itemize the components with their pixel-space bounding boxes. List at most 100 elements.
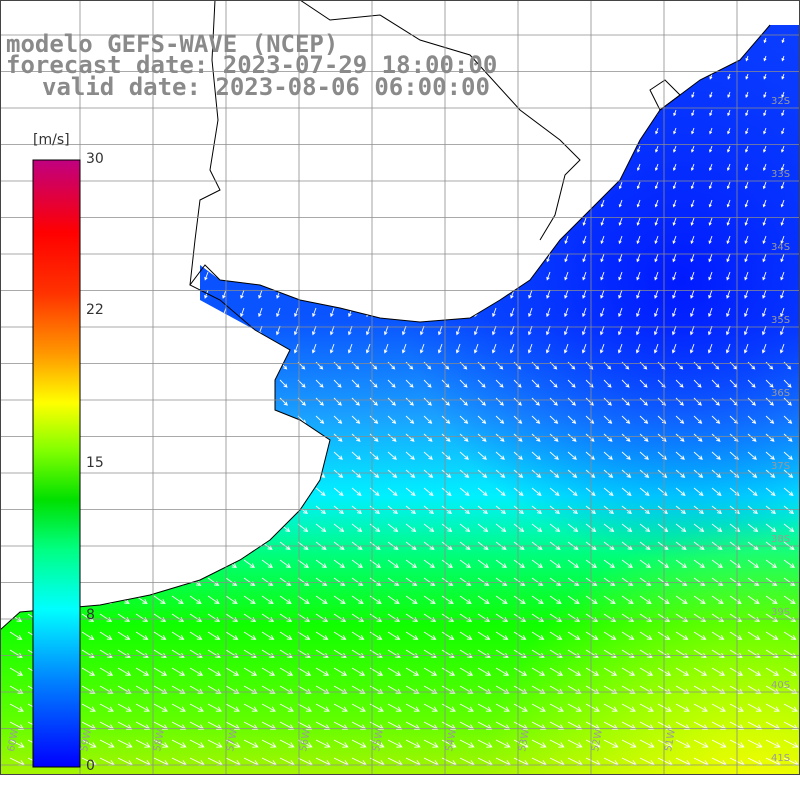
wind-arrow (495, 379, 504, 388)
wind-arrow (387, 631, 401, 640)
wind-arrow (221, 343, 227, 354)
wind-arrow (709, 127, 713, 135)
wind-arrow (312, 163, 317, 172)
wind-arrow (603, 415, 613, 424)
wind-arrow (636, 235, 641, 245)
wind-arrow (603, 649, 617, 658)
wind-arrow (366, 253, 371, 263)
wind-arrow (693, 415, 703, 424)
wind-arrow (367, 127, 371, 135)
wind-arrow (150, 307, 155, 318)
wind-arrow (7, 145, 11, 153)
wind-arrow (690, 217, 695, 226)
wind-arrow (639, 523, 651, 533)
wind-arrow (783, 721, 799, 730)
wind-arrow (297, 739, 313, 748)
wind-arrow (207, 703, 222, 712)
wind-arrow (333, 451, 343, 460)
wind-arrow (782, 20, 784, 24)
wind-arrow (387, 487, 398, 496)
wind-arrow (153, 667, 168, 676)
wind-arrow (243, 361, 252, 370)
wind-arrow (114, 289, 119, 299)
wind-arrow (312, 217, 317, 226)
wind-arrow (275, 343, 281, 354)
wind-arrow (690, 289, 695, 299)
wind-arrow (510, 235, 515, 245)
wind-arrow (385, 145, 389, 153)
wind-arrow (655, 37, 659, 44)
wind-arrow (567, 559, 579, 569)
wind-arrow (7, 109, 11, 117)
wind-arrow (726, 217, 731, 226)
wind-arrow (709, 37, 713, 44)
wind-arrow (365, 343, 371, 354)
wind-arrow (600, 271, 605, 281)
wind-arrow (635, 343, 641, 354)
wind-arrow (153, 649, 167, 658)
wind-arrow (601, 91, 605, 98)
wind-arrow (475, 127, 479, 135)
wind-arrow (495, 667, 510, 676)
wind-arrow (495, 487, 506, 496)
wind-arrow (387, 649, 401, 658)
wind-arrow (510, 271, 515, 281)
wind-arrow (206, 20, 208, 24)
lat-label: 33S (771, 169, 790, 180)
wind-arrow (582, 217, 587, 226)
wind-arrow (25, 127, 29, 135)
lon-label: 58W (152, 728, 167, 752)
wind-arrow (293, 325, 299, 336)
wind-arrow (171, 397, 180, 406)
wind-arrow (6, 217, 11, 226)
wind-arrow (762, 253, 767, 263)
wind-arrow (132, 199, 137, 208)
wind-arrow (405, 739, 421, 748)
wind-arrow (744, 163, 749, 172)
wind-arrow (637, 91, 641, 98)
wind-arrow (637, 37, 641, 44)
wind-arrow (619, 127, 623, 135)
wind-arrow (549, 451, 559, 460)
wind-arrow (96, 199, 101, 208)
wind-arrow (621, 379, 630, 388)
wind-arrow (133, 109, 137, 117)
wind-arrow (617, 343, 623, 354)
wind-arrow (711, 397, 720, 406)
wind-arrow (711, 649, 725, 658)
wind-arrow (207, 649, 221, 658)
wind-arrow (567, 631, 581, 640)
wind-arrow (744, 217, 749, 226)
wind-arrow (709, 91, 713, 98)
wind-arrow (546, 289, 551, 299)
wind-arrow (369, 433, 379, 442)
wind-arrow (639, 415, 649, 424)
wind-arrow (581, 325, 587, 336)
wind-arrow (7, 127, 11, 135)
wind-arrow (347, 343, 353, 354)
wind-arrow (153, 703, 168, 712)
wind-arrow (639, 631, 653, 640)
wind-arrow (261, 523, 273, 533)
wind-arrow (727, 91, 731, 98)
lon-label: 54W (444, 728, 459, 752)
wind-arrow (531, 469, 542, 478)
wind-arrow (240, 235, 245, 245)
wind-arrow (530, 20, 532, 24)
wind-arrow (726, 235, 731, 245)
wind-arrow (330, 253, 335, 263)
wind-arrow (456, 307, 461, 318)
wind-arrow (189, 559, 201, 569)
lon-label: 55W (371, 728, 386, 752)
wind-arrow (387, 397, 396, 406)
wind-arrow (132, 289, 137, 299)
wind-arrow (727, 73, 731, 80)
wind-arrow (459, 739, 475, 748)
wind-arrow (150, 199, 155, 208)
wind-arrow (783, 739, 799, 748)
wind-arrow (132, 217, 137, 226)
wind-arrow (710, 20, 712, 24)
wind-arrow (369, 451, 379, 460)
wind-arrow (279, 559, 291, 569)
wind-arrow (477, 667, 492, 676)
